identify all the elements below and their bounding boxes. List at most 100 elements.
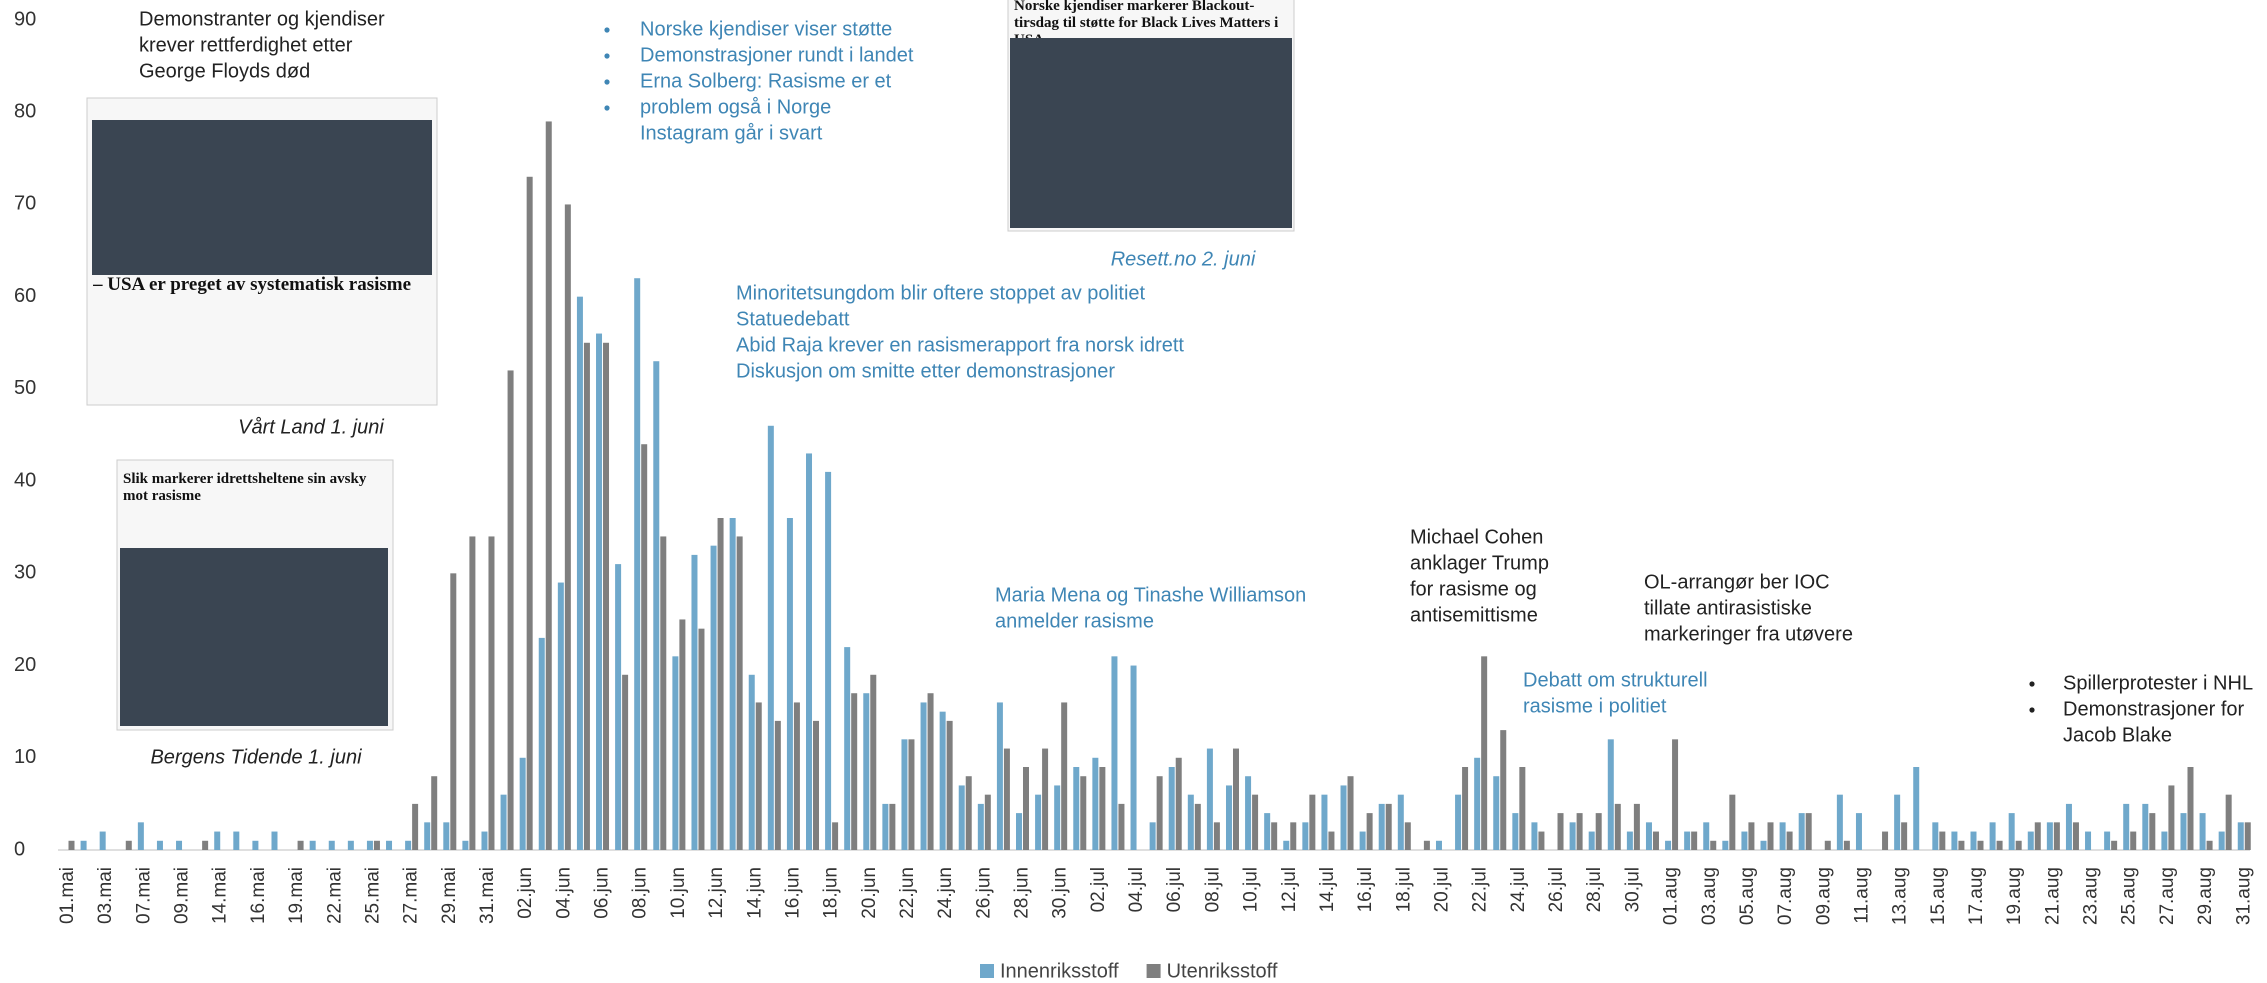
annotation-text: George Floyds død — [139, 60, 310, 82]
legend-label: Innenriksstoff — [1000, 960, 1119, 982]
x-tick-label: 25.mai — [362, 867, 383, 924]
bar — [1290, 822, 1297, 850]
bar — [1302, 822, 1309, 850]
bar — [481, 831, 488, 850]
annotation-text: krever rettferdighet etter — [139, 34, 353, 56]
x-tick-label: 27.aug — [2157, 867, 2178, 925]
annotation-text: tillate antirasistiske — [1644, 597, 1812, 619]
x-tick-label: 11.aug — [1851, 867, 1872, 924]
bar — [870, 674, 877, 850]
bar — [1213, 822, 1220, 850]
bar — [1557, 813, 1564, 850]
x-tick-label: 09.mai — [172, 867, 193, 924]
bar — [1283, 840, 1290, 850]
annotation-text: Demonstrasjoner rundt i landet — [640, 44, 914, 66]
annotation-text: for rasisme og — [1410, 578, 1537, 600]
bar — [80, 840, 87, 850]
bar — [767, 425, 774, 850]
x-tick-label: 21.aug — [2042, 867, 2063, 925]
bar — [844, 647, 851, 850]
bar — [412, 803, 419, 850]
bar — [1672, 739, 1679, 850]
bar — [2053, 822, 2060, 850]
bar — [450, 573, 457, 850]
bar — [1645, 822, 1652, 850]
bar — [2218, 831, 2225, 850]
bar — [202, 840, 209, 850]
bar — [1684, 831, 1691, 850]
bar — [755, 702, 762, 850]
bar — [641, 444, 648, 850]
clipping-photo — [120, 548, 388, 726]
bar — [564, 204, 571, 850]
bar — [774, 720, 781, 850]
x-tick-label: 05.aug — [1737, 867, 1758, 925]
annotation-text: Erna Solberg: Rasisme er et — [640, 70, 892, 92]
x-tick-label: 20.jul — [1431, 867, 1452, 912]
bar — [2111, 840, 2118, 850]
bar — [1092, 757, 1099, 850]
x-tick-label: 26.jul — [1546, 867, 1567, 912]
bar — [500, 794, 507, 850]
annotation-text: OL-arrangør ber IOC — [1644, 571, 1830, 593]
bar — [1130, 665, 1137, 850]
bar — [946, 720, 953, 850]
bar — [1569, 822, 1576, 850]
bar — [1493, 776, 1500, 850]
bar — [1168, 767, 1175, 850]
bar — [1455, 794, 1462, 850]
y-tick-label: 90 — [14, 8, 36, 30]
bar — [2015, 840, 2022, 850]
bullet — [2029, 707, 2035, 713]
x-tick-label: 24.jul — [1508, 867, 1529, 912]
bar — [1474, 757, 1481, 850]
bar — [2130, 831, 2137, 850]
bar — [214, 831, 221, 850]
annotation-text: rasisme i politiet — [1523, 695, 1667, 717]
y-tick-label: 0 — [14, 838, 25, 860]
bar — [1779, 822, 1786, 850]
bar — [825, 471, 832, 850]
bar — [1805, 813, 1812, 850]
bar — [1939, 831, 1946, 850]
x-tick-label: 16.mai — [248, 867, 269, 924]
annotation-text: Norske kjendiser viser støtte — [640, 18, 892, 40]
bar — [901, 739, 908, 850]
bar — [366, 840, 373, 850]
bar — [1882, 831, 1889, 850]
bar — [137, 822, 144, 850]
bar — [1843, 840, 1850, 850]
bar — [1328, 831, 1335, 850]
bar — [1003, 748, 1010, 850]
bar — [1786, 831, 1793, 850]
x-tick-label: 22.jul — [1470, 867, 1491, 912]
bar — [660, 536, 667, 850]
bar — [2199, 813, 2206, 850]
bar — [443, 822, 450, 850]
x-tick-label: 23.aug — [2081, 867, 2102, 925]
bar — [748, 674, 755, 850]
x-tick-label: 20.jun — [859, 867, 880, 919]
bar — [1512, 813, 1519, 850]
bar — [1225, 785, 1232, 850]
bar — [1989, 822, 1996, 850]
bar — [1156, 776, 1163, 850]
bar — [1340, 785, 1347, 850]
bullet — [604, 105, 610, 111]
bar — [1149, 822, 1156, 850]
bar — [507, 370, 514, 850]
bar — [519, 757, 526, 850]
bar — [691, 554, 698, 850]
x-tick-label: 07.mai — [133, 867, 154, 924]
bar — [1264, 813, 1271, 850]
bar — [1042, 748, 1049, 850]
y-tick-label: 40 — [14, 469, 36, 491]
bar — [2161, 831, 2168, 850]
bar — [1309, 794, 1316, 850]
bar — [1576, 813, 1583, 850]
bar — [2104, 831, 2111, 850]
bar — [1595, 813, 1602, 850]
bullet — [604, 53, 610, 59]
bar — [1996, 840, 2003, 850]
bar — [1035, 794, 1042, 850]
